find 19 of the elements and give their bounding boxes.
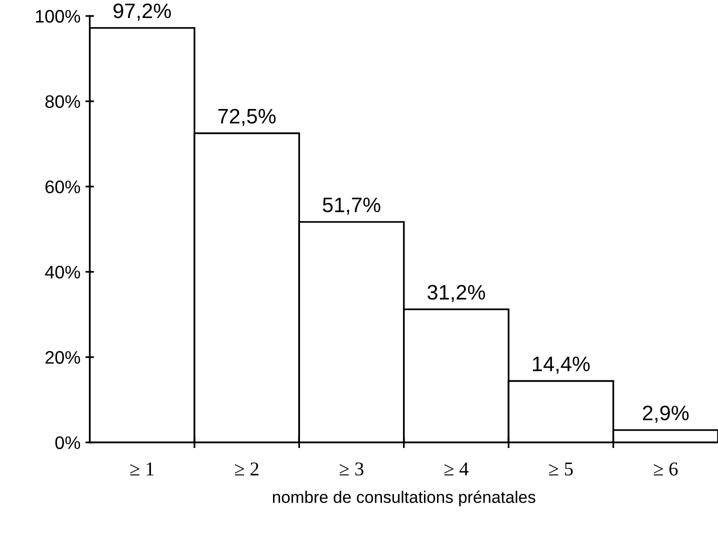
x-axis-title: nombre de consultations prénatales: [272, 490, 536, 506]
data-label: 51,7%: [322, 198, 380, 215]
x-tick-label: ≥ 5: [549, 462, 573, 476]
data-label: 31,2%: [427, 284, 486, 302]
y-tick-label: 60%: [46, 180, 80, 194]
y-tick-label: 0%: [55, 436, 80, 450]
data-label: 72,5%: [218, 108, 276, 126]
x-tick-label: ≥ 3: [340, 462, 364, 476]
data-label: 2,9%: [642, 406, 689, 423]
x-tick-label: ≥ 6: [654, 462, 678, 476]
y-tick-label: 20%: [45, 351, 80, 364]
x-tick-label: ≥ 4: [444, 462, 469, 476]
y-tick-label: 100%: [36, 10, 80, 23]
y-tick-label: 40%: [45, 266, 80, 279]
x-tick-label: ≥ 2: [234, 462, 258, 476]
data-label: 97,2%: [114, 4, 171, 21]
data-label: 14,4%: [532, 356, 590, 374]
y-tick-label: 80%: [45, 95, 80, 108]
x-tick-label: ≥ 1: [130, 462, 154, 476]
